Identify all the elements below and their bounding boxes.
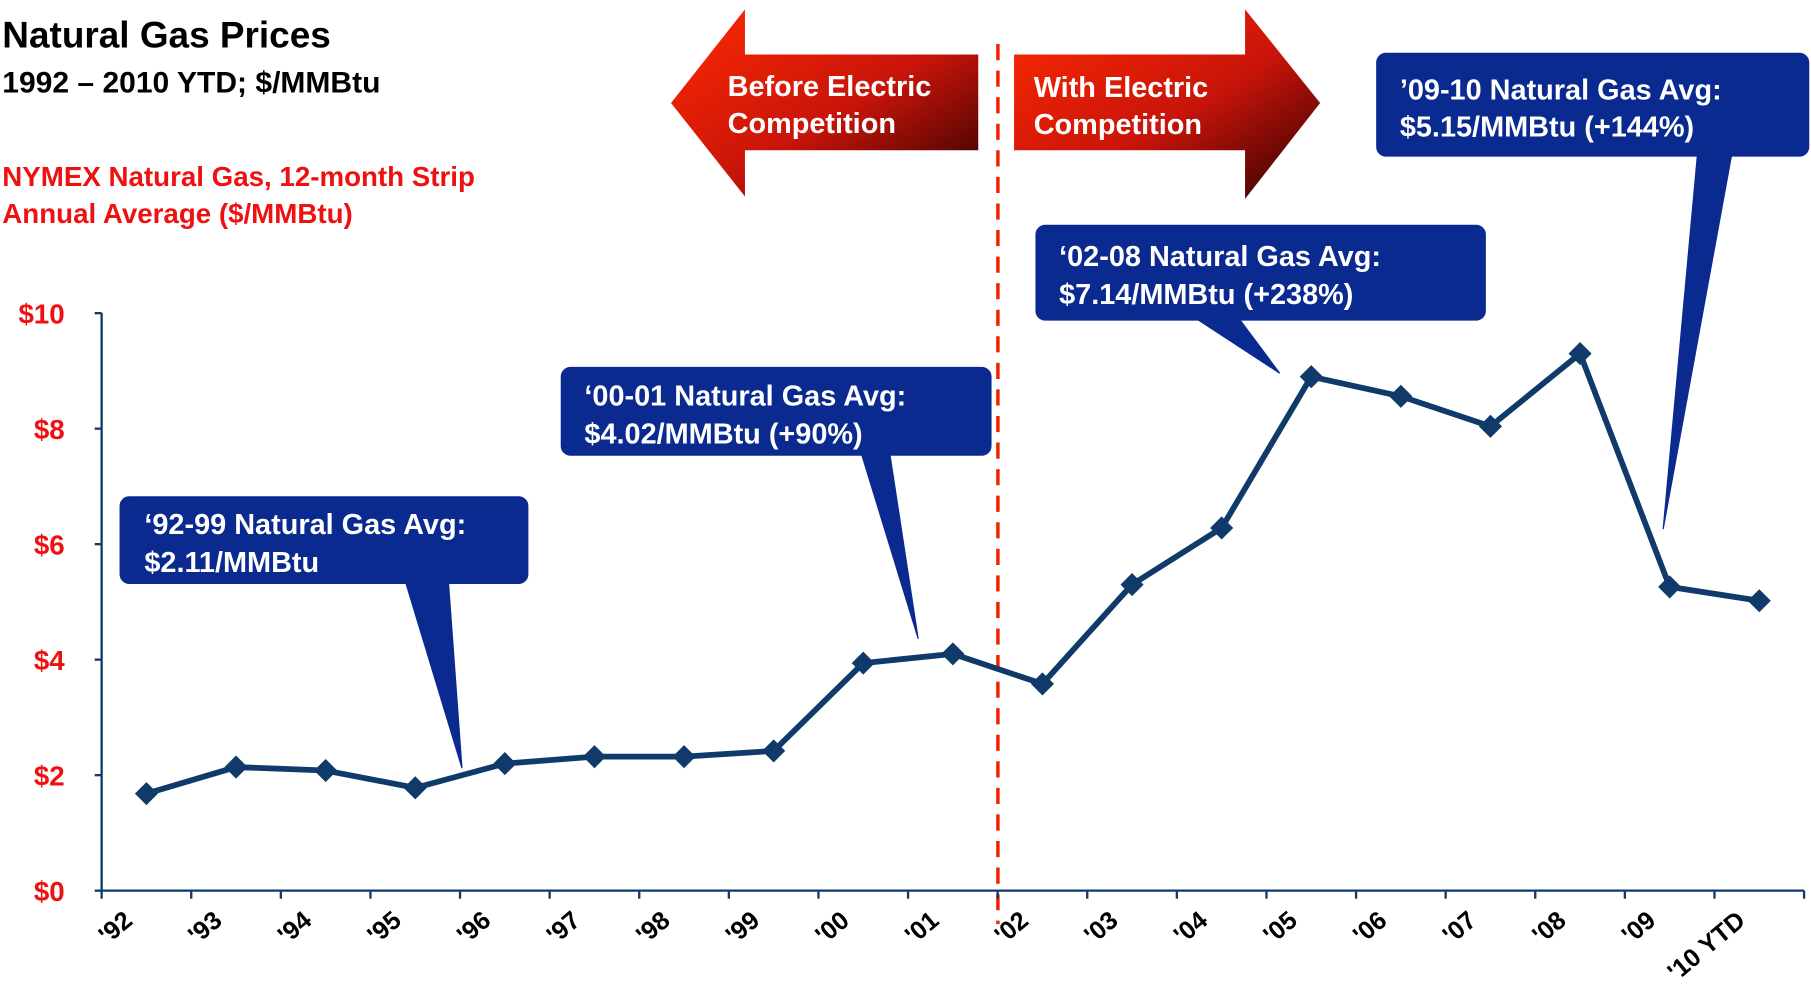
point [403, 776, 427, 800]
x-tick-label: '96 [452, 906, 496, 949]
x-tick-label: '04 [1169, 906, 1213, 949]
callout-pointer [1662, 149, 1734, 530]
point [941, 642, 965, 666]
callout-text: ‘02-08 Natural Gas Avg: [1059, 241, 1381, 273]
x-tick-label: '92 [94, 906, 138, 949]
point [1568, 342, 1592, 366]
x-tick-label: '02 [990, 906, 1034, 949]
y-tick-label: $4 [34, 645, 65, 676]
callout-pointer [1187, 313, 1281, 374]
callout-box [119, 496, 529, 585]
callout-text: ‘92-99 Natural Gas Avg: [144, 509, 466, 541]
point [1299, 365, 1323, 389]
banner-text: With Electric [1034, 72, 1209, 104]
banner-text: Before Electric [728, 71, 932, 103]
y-tick-label: $8 [34, 414, 65, 445]
chart-subtitle: 1992 – 2010 YTD; $/MMBtu [2, 67, 380, 100]
point [1120, 573, 1144, 597]
x-tick-label: '01 [900, 906, 944, 949]
y-tick-label: $2 [34, 761, 65, 792]
point [1747, 589, 1771, 613]
callout-text: $2.11/MMBtu [144, 547, 319, 579]
x-tick-label: '05 [1258, 906, 1302, 949]
y-tick-label: $0 [34, 876, 65, 907]
point [582, 745, 606, 769]
axis-label: Annual Average ($/MMBtu) [2, 198, 352, 229]
x-tick-label: '95 [362, 906, 406, 949]
x-tick-label: '08 [1527, 906, 1571, 949]
callout-box [1376, 52, 1810, 157]
point [851, 651, 875, 675]
axis-label: NYMEX Natural Gas, 12-month Strip [2, 161, 475, 192]
point [1478, 414, 1503, 438]
point [134, 782, 158, 806]
point [1030, 672, 1055, 696]
point [1658, 575, 1682, 599]
callout-text: $4.02/MMBtu (+90%) [584, 419, 862, 451]
x-tick-label: '94 [273, 906, 317, 949]
callout-text: ‘00-01 Natural Gas Avg: [584, 381, 906, 413]
banner-arrow [671, 9, 979, 197]
x-tick-label: '06 [1348, 906, 1392, 949]
point [224, 755, 248, 779]
chart-title: Natural Gas Prices [2, 15, 331, 56]
callouts [119, 52, 1810, 769]
x-tick-label: '98 [631, 906, 675, 949]
callout-pointer [403, 577, 463, 769]
y-tick-label: $10 [18, 299, 64, 330]
x-tick-label: '99 [721, 906, 765, 949]
callout-text: $5.15/MMBtu (+144%) [1400, 111, 1694, 143]
x-tick-label: '09 [1617, 906, 1661, 949]
x-tick-label: '07 [1438, 906, 1482, 949]
x-tick-label: '03 [1079, 906, 1123, 949]
point [314, 758, 338, 783]
x-tick-label: '97 [542, 906, 586, 949]
callout-pointer [859, 450, 919, 640]
point [493, 752, 517, 776]
callout-box [1035, 224, 1486, 321]
x-tick-label: '10 YTD [1662, 906, 1750, 986]
point [1389, 384, 1413, 408]
callout-text: ’09-10 Natural Gas Avg: [1400, 74, 1722, 106]
x-tick-label: '93 [183, 906, 227, 949]
x-tick-label: '00 [810, 906, 854, 949]
banner-arrow [1014, 9, 1321, 199]
point [672, 745, 696, 769]
callout-box [560, 366, 992, 456]
y-tick-label: $6 [34, 530, 65, 561]
banner-text: Competition [1034, 109, 1202, 141]
callout-text: $7.14/MMBtu (+238%) [1059, 279, 1353, 311]
banner-text: Competition [728, 108, 896, 140]
